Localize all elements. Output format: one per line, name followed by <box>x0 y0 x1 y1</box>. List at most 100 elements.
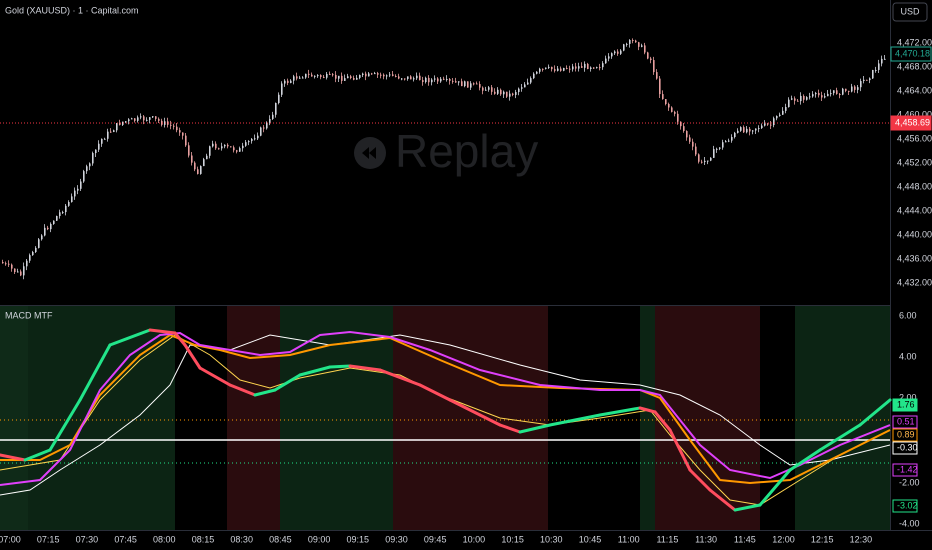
indicator-tick-label: -2.00 <box>899 477 920 487</box>
candle-body <box>542 68 544 70</box>
candle-body <box>758 128 760 130</box>
time-label: 11:00 <box>618 534 640 544</box>
macd-segment <box>478 413 502 427</box>
indicator-tick-label: -4.00 <box>899 518 920 528</box>
candle-body <box>20 271 22 276</box>
price-tick-label: 4,456.00 <box>897 133 932 143</box>
candle-body <box>83 171 85 182</box>
time-label: 12:30 <box>850 534 873 544</box>
candle-body <box>440 78 442 82</box>
candle-body <box>230 146 232 148</box>
band <box>0 306 28 530</box>
candle-body <box>188 145 190 156</box>
candle-body <box>683 126 685 132</box>
candle-body <box>122 121 124 125</box>
candle-body <box>71 196 73 203</box>
candle-body <box>407 76 409 79</box>
macd-segment <box>183 343 202 370</box>
candle-body <box>554 69 556 71</box>
macd-segment <box>858 398 892 427</box>
candle-body <box>317 75 319 77</box>
candle-body <box>428 77 430 83</box>
replay-icon-arrows <box>362 147 376 159</box>
candle-body <box>797 100 799 102</box>
candle-body <box>416 75 418 79</box>
candle-body <box>614 51 616 54</box>
candle-body <box>434 78 436 80</box>
candle-body <box>656 72 658 79</box>
candle-body <box>344 78 346 81</box>
indicator-tag <box>892 463 918 477</box>
indicator-tag-label: -0.30 <box>897 442 918 452</box>
indicator-tag <box>892 428 918 442</box>
candle-body <box>95 149 97 154</box>
candle-body <box>215 143 217 149</box>
candle-body <box>461 81 463 87</box>
candle-body <box>728 140 730 142</box>
candle-body <box>623 44 625 51</box>
indicator-tag-label: 0.89 <box>897 429 915 439</box>
candle-body <box>443 78 445 80</box>
macd-segment <box>708 488 737 512</box>
candle-body <box>389 74 391 76</box>
time-label: 12:00 <box>772 534 795 544</box>
currency-label[interactable]: USD <box>900 6 920 16</box>
time-label: 11:15 <box>656 534 678 544</box>
macd-lines <box>0 328 892 512</box>
currency-button[interactable] <box>892 2 928 22</box>
candle-body <box>38 239 40 248</box>
candle-body <box>332 74 334 76</box>
candle-body <box>296 76 298 79</box>
candle-body <box>98 143 100 150</box>
candle-body <box>851 86 853 92</box>
candle-body <box>404 78 406 80</box>
candle-body <box>572 66 574 70</box>
candle-body <box>65 205 67 213</box>
candle-body <box>854 86 856 90</box>
time-label: 07:30 <box>76 534 99 544</box>
candle-body <box>599 67 601 69</box>
candle-body <box>590 67 592 69</box>
band <box>640 306 655 530</box>
candle-body <box>794 98 796 101</box>
macd-segment <box>148 328 177 335</box>
candle-body <box>293 76 295 81</box>
candle-body <box>608 56 610 59</box>
candle-body <box>620 50 622 54</box>
candle-body <box>23 266 25 276</box>
candle-body <box>740 127 742 131</box>
candle-body <box>530 78 532 83</box>
candle-body <box>29 255 31 261</box>
time-label: 07:15 <box>37 534 60 544</box>
band <box>795 306 890 530</box>
candle-body <box>803 95 805 100</box>
candle-body <box>632 40 634 42</box>
candle-body <box>347 76 349 79</box>
macd-segment <box>173 331 187 347</box>
candle-body <box>635 40 637 43</box>
time-label: 09:15 <box>347 534 370 544</box>
candle-body <box>503 91 505 95</box>
candle-body <box>647 52 649 59</box>
macd-segment <box>253 388 277 397</box>
candle-body <box>89 163 91 167</box>
candle-body <box>422 80 424 82</box>
candle-body <box>698 154 700 162</box>
candle-body <box>518 88 520 93</box>
candle-body <box>605 58 607 64</box>
candle-body <box>263 127 265 129</box>
indicator-tag <box>892 415 918 429</box>
candle-body <box>752 130 754 132</box>
candle-body <box>260 127 262 136</box>
candle-body <box>56 216 58 221</box>
candle-body <box>533 73 535 79</box>
candle-body <box>14 268 16 273</box>
candle-body <box>788 99 790 108</box>
candle-body <box>290 80 292 83</box>
candle-body <box>47 227 49 230</box>
candle-body <box>725 141 727 143</box>
candle-body <box>866 79 868 81</box>
candle-body <box>236 150 238 152</box>
candle-body <box>110 131 112 133</box>
band <box>393 306 548 530</box>
